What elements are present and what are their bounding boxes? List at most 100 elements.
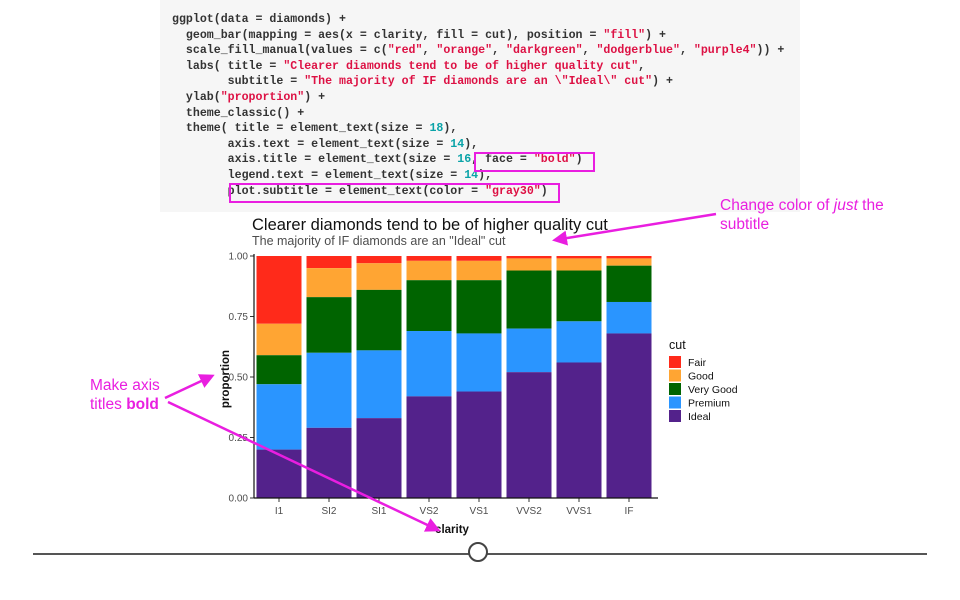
chart-subtitle: The majority of IF diamonds are an "Idea… [252,234,506,248]
bar-segment-vs2-premium [406,331,452,397]
code-token: subtitle = [172,75,305,89]
code-token: axis.title = element_text(size = [172,153,458,167]
legend-label: Ideal [688,411,711,423]
bar-segment-vs1-good [456,260,502,281]
code-line: plot.subtitle = element_text(color = "gr… [172,184,800,200]
bar-segment-i1-very-good [256,355,302,385]
bar-segment-vvs2-very-good [506,270,552,329]
bar-segment-vs1-premium [456,333,502,392]
code-token: , [492,44,506,58]
bar-segment-i1-good [256,323,302,356]
legend-swatch-good [669,369,681,382]
y-axis-title: proportion [220,350,232,408]
code-token: theme_classic() + [172,106,305,120]
code-token: , [638,59,646,73]
annotation-axis-note: Make axis titles bold [90,376,160,414]
code-line: theme_classic() + [172,106,800,122]
y-tick-label: 0.00 [229,494,249,505]
code-token: axis.text = element_text(size = [172,137,451,151]
chart: Clearer diamonds tend to be of higher qu… [220,216,738,536]
annotation-axis-note-line2-bold: bold [126,396,159,413]
bar-segment-si1-premium [356,350,402,419]
bar-segment-vs2-very-good [406,280,452,332]
chart-title: Clearer diamonds tend to be of higher qu… [252,216,608,234]
bar-segment-if-ideal [606,333,652,498]
code-token: "Clearer diamonds tend to be of higher q… [283,59,639,73]
code-token: "The majority of IF diamonds are an \"Id… [304,75,653,89]
bar-segment-if-fair [606,256,652,259]
code-token: "proportion" [220,90,305,104]
code-token: plot.subtitle = element_text(color = [172,184,486,198]
bar-segment-si2-ideal [306,427,352,498]
code-token: )) + [756,44,785,58]
code-token: 16 [457,153,472,167]
code-token: ), [464,137,479,151]
bar-segment-vvs2-fair [506,256,552,259]
annotation-subtitle-note: Change color of just the subtitle [720,196,884,234]
bar-segment-vvs1-good [556,258,602,271]
bar-segment-vs1-fair [456,256,502,261]
bar-segment-vvs2-good [506,258,552,271]
bar-segment-si1-fair [356,256,402,264]
code-token: ) + [652,75,673,89]
bar-segment-vvs1-premium [556,321,602,363]
chart-panel: Clearer diamonds tend to be of higher qu… [212,212,742,537]
annotation-subtitle-note-line1-em: just [833,197,858,214]
code-token: ), [443,122,458,136]
bar-segment-if-very-good [606,265,652,302]
bar-segment-i1-fair [256,256,302,324]
code-line: theme( title = element_text(size = 18), [172,121,800,137]
code-token: 18 [429,122,444,136]
code-token: ) [575,153,583,167]
code-token: , [422,44,437,58]
bar-segment-vs2-fair [406,256,452,261]
code-token: ) [540,184,548,198]
bar-segment-i1-ideal [256,449,302,498]
x-axis-title: clarity [435,524,469,536]
legend-title: cut [669,338,686,352]
bar-segment-si2-very-good [306,297,352,353]
legend-label: Premium [688,398,730,410]
code-token: , [679,44,694,58]
code-line: labs( title = "Clearer diamonds tend to … [172,59,800,75]
bar-segment-vs2-good [406,260,452,281]
y-tick-label: 0.75 [229,312,249,323]
x-tick-label: VS1 [470,506,489,517]
code-token: ), [478,168,493,182]
code-token: , [582,44,597,58]
x-tick-label: VVS2 [516,506,542,517]
code-line: axis.title = element_text(size = 16, fac… [172,152,800,168]
code-token: ) + [304,90,326,104]
code-line: geom_bar(mapping = aes(x = clarity, fill… [172,28,800,44]
legend-label: Good [688,371,714,383]
bar-segment-vvs2-premium [506,328,552,373]
bar-segment-si2-premium [306,352,352,428]
plot-area: I1 SI2 SI1 VS2 VS1 VVS2 VVS1 IF 0.00 0.25 0.50 0.75… [229,252,658,517]
code-token: "bold" [533,153,576,167]
bar-segment-vvs1-fair [556,256,602,259]
highlight-box-plot-subtitle [229,183,560,203]
highlight-box-axis-title [474,152,595,172]
annotation-subtitle-note-line1-post: the [857,197,884,214]
code-token: "fill" [603,28,646,42]
legend-swatch-ideal [669,410,681,422]
y-tick-label: 1.00 [229,252,249,263]
bar-segment-si1-good [356,263,402,290]
x-tick-label: VVS1 [566,506,592,517]
code-line: ylab("proportion") + [172,90,800,106]
slide-progress-knob[interactable] [468,542,488,562]
code-token: ylab( [172,90,221,104]
code-token: "darkgreen" [506,44,583,58]
legend-label: Very Good [688,384,738,396]
annotation-axis-note-line1: Make axis [90,377,160,394]
legend-swatch-fair [669,356,681,368]
code-token: "gray30" [485,184,541,198]
legend-label: Fair [688,357,707,369]
bar-segment-vs1-ideal [456,391,502,498]
bar-segment-si1-very-good [356,289,402,351]
code-line: legend.text = element_text(size = 14), [172,168,800,184]
annotation-subtitle-note-line1-pre: Change color of [720,197,834,214]
bar-segment-if-good [606,258,652,266]
bar-segment-vs1-very-good [456,280,502,334]
